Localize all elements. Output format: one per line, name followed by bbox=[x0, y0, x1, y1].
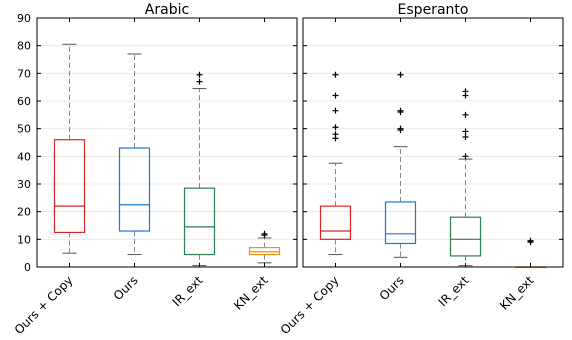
outlier-point bbox=[462, 111, 469, 118]
outlier-point bbox=[332, 92, 339, 99]
panel-title: Arabic bbox=[145, 2, 189, 18]
y-tick-label: 30 bbox=[17, 178, 31, 191]
panel-title: Esperanto bbox=[398, 2, 469, 18]
outlier-point bbox=[462, 153, 469, 160]
outlier-point bbox=[397, 125, 404, 132]
outlier-point bbox=[196, 71, 203, 78]
y-tick-label: 40 bbox=[17, 150, 31, 163]
box bbox=[118, 147, 151, 232]
x-tick-label: Ours + Copy bbox=[278, 273, 342, 336]
y-tick-label: 0 bbox=[24, 261, 31, 274]
y-tick-label: 90 bbox=[17, 12, 31, 25]
x-tick-label: IR_ext bbox=[170, 273, 206, 309]
outlier-point bbox=[397, 107, 404, 114]
outlier-point bbox=[332, 107, 339, 114]
axes-frame bbox=[302, 17, 564, 268]
outlier-point bbox=[332, 131, 339, 138]
y-tick-label: 70 bbox=[17, 67, 31, 80]
outlier-point bbox=[196, 78, 203, 85]
y-tick-label: 80 bbox=[17, 40, 31, 53]
outlier-point bbox=[462, 128, 469, 135]
outlier-point bbox=[527, 237, 534, 244]
x-tick-label: KN_ext bbox=[231, 273, 271, 313]
y-tick-label: 20 bbox=[17, 206, 31, 219]
axes-frame bbox=[36, 17, 298, 268]
x-tick-label: KN_ext bbox=[497, 273, 537, 313]
outlier-point bbox=[462, 133, 469, 140]
box bbox=[449, 216, 482, 257]
panel-arabic: Arabic 0 10 20 30 40 50 60 70 80 90 Ours + Copy Our… bbox=[12, 2, 298, 337]
outlier-point bbox=[332, 71, 339, 78]
x-tick-label: Ours bbox=[111, 273, 141, 303]
panel-esperanto: Esperanto Ours + Copy Ours IR_ext KN_ext bbox=[278, 2, 564, 337]
x-tick-label: Ours bbox=[377, 273, 407, 303]
box bbox=[384, 201, 417, 245]
y-tick-label: 10 bbox=[17, 233, 31, 246]
outlier-point bbox=[462, 88, 469, 95]
outlier-point bbox=[332, 124, 339, 131]
x-tick-label: IR_ext bbox=[436, 273, 472, 309]
outlier-point bbox=[397, 71, 404, 78]
box bbox=[248, 247, 281, 256]
box bbox=[319, 205, 352, 240]
box bbox=[183, 187, 216, 256]
outlier-point bbox=[261, 230, 268, 237]
y-tick-label: 60 bbox=[17, 95, 31, 108]
box bbox=[53, 139, 86, 234]
y-tick-label: 50 bbox=[17, 123, 31, 136]
x-tick-label: Ours + Copy bbox=[12, 273, 76, 336]
